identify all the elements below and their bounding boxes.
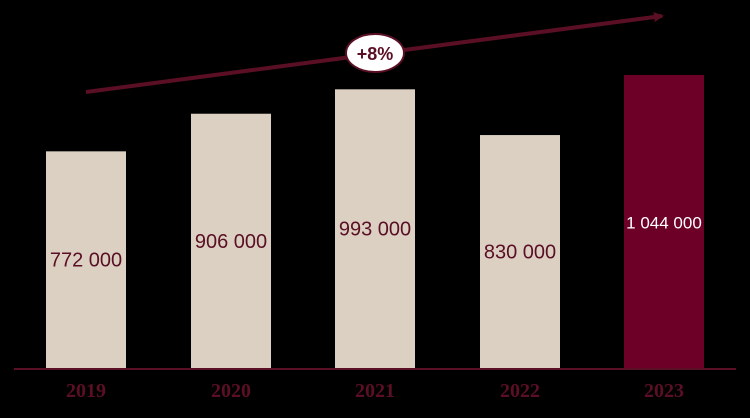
bar-2020 <box>191 113 271 368</box>
bar-2021 <box>335 89 415 368</box>
bar-2019 <box>46 151 126 368</box>
value-label-2021: 993 000 <box>339 219 411 241</box>
x-tick-label-2021: 2021 <box>355 380 395 402</box>
x-tick-label-2020: 2020 <box>211 380 251 402</box>
bars-group <box>46 75 704 368</box>
x-tick-label-2023: 2023 <box>644 380 684 402</box>
bar-2022 <box>480 135 560 368</box>
bar-2023 <box>624 75 704 368</box>
growth-annotation-text: +8% <box>357 44 394 64</box>
value-label-2022: 830 000 <box>484 242 556 264</box>
value-label-2019: 772 000 <box>50 250 122 272</box>
value-label-2023: 1 044 000 <box>626 214 702 233</box>
value-labels-group: 772 000 906 000 993 000 830 000 1 044 000 <box>50 214 702 272</box>
x-tick-label-2022: 2022 <box>500 380 540 402</box>
x-tick-labels-group: 2019 2020 2021 2022 2023 <box>66 380 684 402</box>
value-label-2020: 906 000 <box>195 231 267 253</box>
growth-annotation-bubble <box>345 33 405 73</box>
x-tick-label-2019: 2019 <box>66 380 106 402</box>
